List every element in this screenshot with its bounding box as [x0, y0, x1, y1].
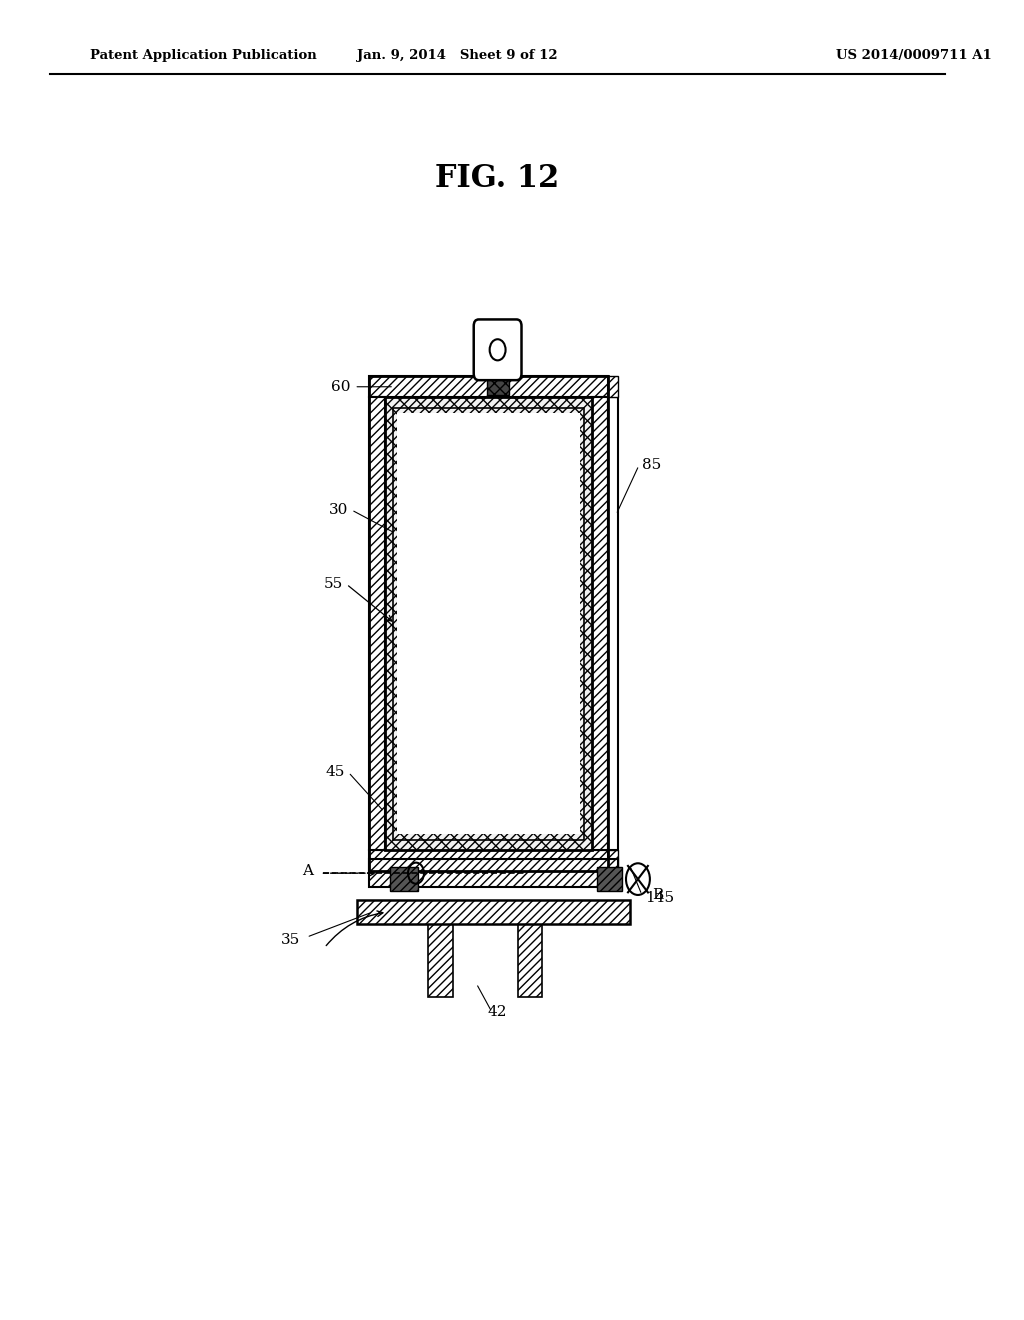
Bar [370, 850, 608, 871]
Bar [357, 900, 630, 924]
Bar [370, 859, 618, 887]
Bar [517, 924, 543, 997]
Bar [397, 413, 581, 834]
Bar [608, 376, 618, 397]
Bar [486, 376, 509, 395]
Text: B: B [652, 888, 663, 902]
Bar [385, 397, 592, 850]
Text: Patent Application Publication: Patent Application Publication [89, 49, 316, 62]
Bar [608, 397, 618, 850]
Bar [608, 850, 618, 871]
Text: 55: 55 [325, 577, 343, 591]
Bar [390, 867, 418, 891]
Bar [385, 397, 592, 850]
Text: FIG. 12: FIG. 12 [435, 162, 560, 194]
Bar [428, 924, 453, 997]
Text: 45: 45 [326, 766, 345, 779]
Bar [385, 397, 592, 850]
Text: 35: 35 [282, 933, 301, 946]
Bar [370, 376, 608, 397]
Text: US 2014/0009711 A1: US 2014/0009711 A1 [836, 49, 991, 62]
Bar [370, 397, 385, 850]
Text: 42: 42 [487, 1006, 507, 1019]
Bar [393, 408, 585, 840]
Bar [597, 867, 622, 891]
FancyBboxPatch shape [474, 319, 521, 380]
Bar [370, 376, 608, 871]
Text: Jan. 9, 2014   Sheet 9 of 12: Jan. 9, 2014 Sheet 9 of 12 [357, 49, 558, 62]
Text: 145: 145 [645, 891, 674, 904]
Bar [397, 413, 581, 834]
Text: A: A [302, 863, 313, 878]
Text: 60: 60 [331, 380, 350, 393]
Bar [592, 397, 608, 850]
Text: 30: 30 [329, 503, 348, 517]
Text: 85: 85 [642, 458, 662, 473]
